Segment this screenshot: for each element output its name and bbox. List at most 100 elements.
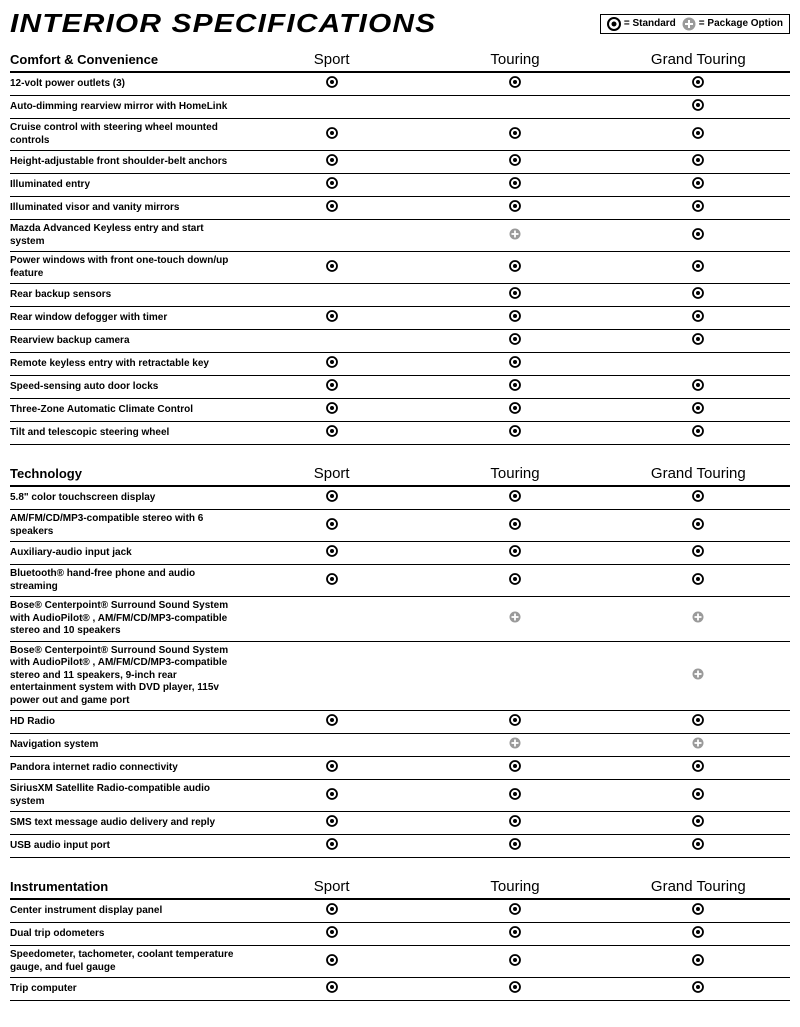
table-row: Three-Zone Automatic Climate Control [10, 399, 790, 422]
feature-label: Rear backup sensors [10, 284, 240, 307]
feature-label: Remote keyless entry with retractable ke… [10, 353, 240, 376]
spec-cell [607, 330, 790, 353]
feature-label: Illuminated entry [10, 174, 240, 197]
spec-cell [240, 96, 423, 119]
column-header: Sport [240, 876, 423, 899]
spec-cell [423, 96, 606, 119]
table-row: Bose® Centerpoint® Surround Sound System… [10, 641, 790, 711]
spec-cell [607, 641, 790, 711]
column-header: Sport [240, 49, 423, 72]
spec-cell [607, 812, 790, 835]
spec-cell [240, 641, 423, 711]
spec-cell [423, 978, 606, 1001]
spec-cell [607, 780, 790, 812]
standard-icon [692, 287, 704, 299]
spec-cell [423, 307, 606, 330]
spec-cell [607, 835, 790, 858]
feature-label: Auto-dimming rearview mirror with HomeLi… [10, 96, 240, 119]
standard-icon [692, 714, 704, 726]
standard-icon [509, 260, 521, 272]
spec-cell [607, 510, 790, 542]
standard-icon [509, 154, 521, 166]
feature-label: Power windows with front one-touch down/… [10, 252, 240, 284]
standard-icon [692, 99, 704, 111]
standard-icon [692, 981, 704, 993]
standard-icon [326, 760, 338, 772]
standard-icon [326, 356, 338, 368]
standard-icon [607, 17, 621, 31]
standard-icon [326, 926, 338, 938]
standard-icon [509, 200, 521, 212]
standard-icon [509, 310, 521, 322]
standard-icon [326, 177, 338, 189]
spec-cell [240, 330, 423, 353]
standard-icon [692, 490, 704, 502]
spec-cell [240, 174, 423, 197]
package-icon [692, 611, 704, 623]
standard-icon [692, 518, 704, 530]
table-row: Rear window defogger with timer [10, 307, 790, 330]
spec-cell [423, 174, 606, 197]
feature-label: USB audio input port [10, 835, 240, 858]
section-heading: Technology [10, 463, 240, 486]
standard-icon [509, 981, 521, 993]
table-row: Illuminated visor and vanity mirrors [10, 197, 790, 220]
legend-package-label: = Package Option [699, 18, 783, 29]
table-row: Mazda Advanced Keyless entry and start s… [10, 220, 790, 252]
package-icon [509, 737, 521, 749]
standard-icon [692, 954, 704, 966]
feature-label: HD Radio [10, 711, 240, 734]
standard-icon [326, 154, 338, 166]
spec-cell [423, 353, 606, 376]
spec-cell [240, 376, 423, 399]
feature-label: SMS text message audio delivery and repl… [10, 812, 240, 835]
standard-icon [692, 815, 704, 827]
spec-cell [423, 510, 606, 542]
feature-label: Three-Zone Automatic Climate Control [10, 399, 240, 422]
spec-cell [607, 399, 790, 422]
table-row: 12-volt power outlets (3) [10, 72, 790, 96]
table-row: Auto-dimming rearview mirror with HomeLi… [10, 96, 790, 119]
spec-cell [607, 376, 790, 399]
standard-icon [509, 356, 521, 368]
spec-cell [607, 119, 790, 151]
standard-icon [509, 333, 521, 345]
feature-label: Speedometer, tachometer, coolant tempera… [10, 946, 240, 978]
spec-cell [607, 978, 790, 1001]
standard-icon [692, 788, 704, 800]
spec-cell [607, 353, 790, 376]
standard-icon [692, 200, 704, 212]
spec-cell [240, 899, 423, 923]
standard-icon [692, 425, 704, 437]
spec-cell [607, 96, 790, 119]
table-row: SMS text message audio delivery and repl… [10, 812, 790, 835]
spec-cell [423, 72, 606, 96]
standard-icon [692, 260, 704, 272]
table-row: Pandora internet radio connectivity [10, 757, 790, 780]
table-row: HD Radio [10, 711, 790, 734]
feature-label: SiriusXM Satellite Radio-compatible audi… [10, 780, 240, 812]
header: INTERIOR SPECIFICATIONS = Standard = Pac… [10, 8, 790, 39]
standard-icon [692, 127, 704, 139]
standard-icon [326, 127, 338, 139]
standard-icon [326, 425, 338, 437]
spec-cell [423, 923, 606, 946]
table-row: Illuminated entry [10, 174, 790, 197]
spec-cell [607, 422, 790, 445]
standard-icon [692, 573, 704, 585]
spec-cell [607, 597, 790, 642]
feature-label: Trip computer [10, 978, 240, 1001]
spec-cell [423, 946, 606, 978]
spec-cell [607, 946, 790, 978]
standard-icon [326, 402, 338, 414]
standard-icon [326, 838, 338, 850]
standard-icon [326, 545, 338, 557]
column-header: Touring [423, 876, 606, 899]
standard-icon [509, 177, 521, 189]
spec-cell [240, 399, 423, 422]
table-row: Dual trip odometers [10, 923, 790, 946]
spec-cell [607, 151, 790, 174]
table-row: USB audio input port [10, 835, 790, 858]
spec-table: TechnologySportTouringGrand Touring5.8" … [10, 463, 790, 858]
standard-icon [326, 954, 338, 966]
